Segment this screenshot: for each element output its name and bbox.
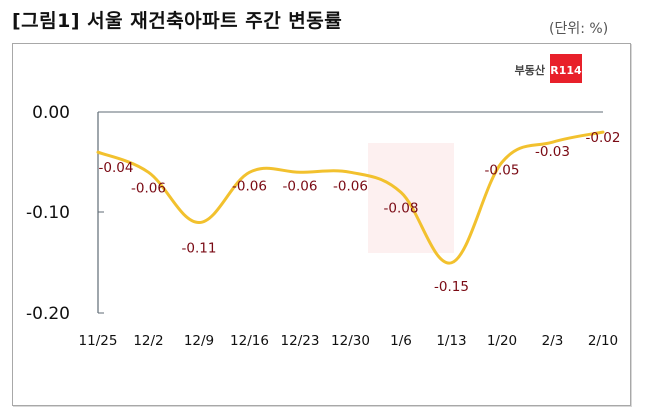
x-tick-label: 2/10 xyxy=(588,333,618,349)
data-label: -0.02 xyxy=(586,130,621,146)
y-tick-label: -0.10 xyxy=(26,203,70,223)
data-label: -0.06 xyxy=(131,180,166,196)
x-tick-label: 1/20 xyxy=(487,333,517,349)
y-tick-label: 0.00 xyxy=(32,103,70,123)
x-tick-label: 12/9 xyxy=(184,333,214,349)
data-label: -0.06 xyxy=(232,178,267,194)
x-tick-label: 2/3 xyxy=(542,333,564,349)
x-tick-label: 12/16 xyxy=(230,333,269,349)
x-tick-label: 12/23 xyxy=(281,333,320,349)
x-tick-label: 12/30 xyxy=(331,333,370,349)
y-axis-ticks: 0.00 -0.10 -0.20 xyxy=(26,103,70,324)
y-tick-label: -0.20 xyxy=(26,304,70,324)
data-label: -0.15 xyxy=(434,279,469,295)
x-tick-label: 1/6 xyxy=(390,333,412,349)
x-tick-label: 11/25 xyxy=(79,333,118,349)
r114-logo: 부동산 R114 xyxy=(515,54,582,83)
unit-label: (단위: %) xyxy=(549,21,609,37)
data-label: -0.04 xyxy=(99,160,134,176)
data-label: -0.06 xyxy=(283,178,318,194)
chart-title: [그림1] 서울 재건축아파트 주간 변동률 xyxy=(12,10,343,32)
logo-text: 부동산 xyxy=(515,63,545,77)
axes xyxy=(97,111,603,314)
data-label: -0.05 xyxy=(485,162,520,178)
data-label: -0.11 xyxy=(182,241,217,257)
logo-badge-text: R114 xyxy=(550,64,582,77)
x-tick-label: 12/2 xyxy=(133,333,163,349)
data-labels: -0.04 -0.06 -0.11 -0.06 -0.06 -0.06 -0.08 -0.15… xyxy=(99,130,621,295)
watermark xyxy=(368,143,454,253)
x-axis-ticks: 11/25 12/2 12/9 12/16 12/23 12/30 1/6 1/13 1/20 2… xyxy=(79,333,619,349)
data-label: -0.06 xyxy=(333,178,368,194)
logo-badge xyxy=(550,54,582,83)
chart-frame xyxy=(12,43,631,406)
series-line xyxy=(96,130,605,265)
data-label: -0.03 xyxy=(535,144,570,160)
data-label: -0.08 xyxy=(384,200,419,216)
x-tick-label: 1/13 xyxy=(436,333,466,349)
